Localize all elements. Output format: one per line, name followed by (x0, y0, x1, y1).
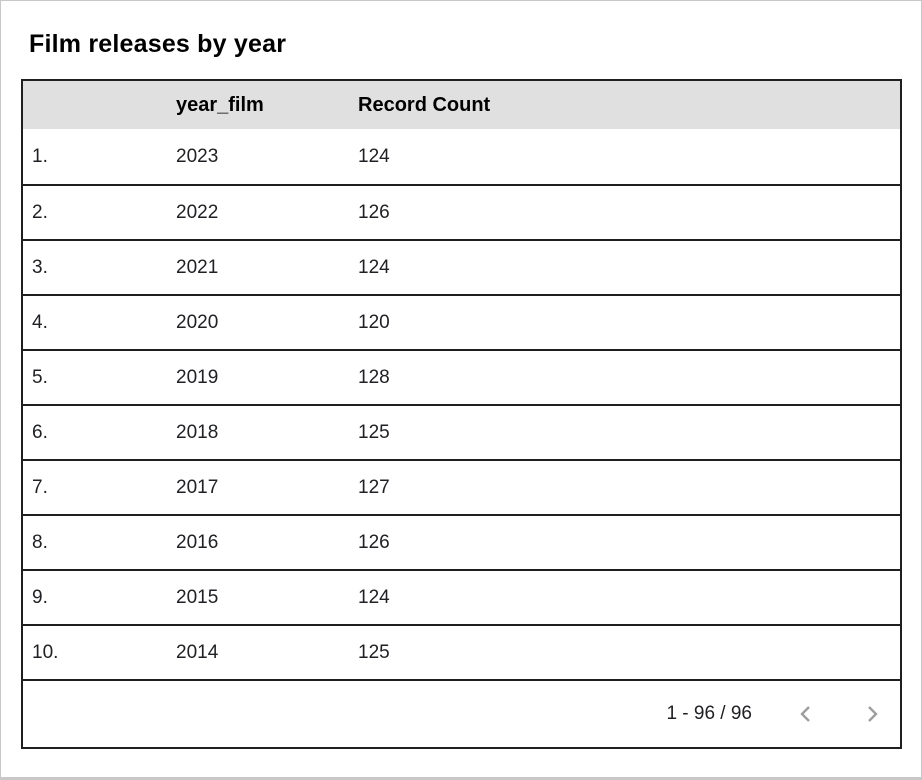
row-index-cell: 8. (32, 531, 48, 553)
next-page-button[interactable] (860, 702, 884, 726)
record-count-cell: 124 (358, 145, 390, 167)
year-film-cell: 2019 (176, 366, 219, 388)
record-count-cell: 120 (358, 311, 390, 333)
record-count-cell: 124 (358, 256, 390, 278)
table-body: 1. 2023 124 2. 2022 126 3. 2021 124 4. 2020 120 5. 20… (23, 129, 900, 679)
chevron-right-icon (860, 702, 884, 726)
record-count-cell: 125 (358, 421, 390, 443)
chevron-left-icon (794, 702, 818, 726)
record-count-cell: 127 (358, 476, 390, 498)
year-film-cell: 2018 (176, 421, 219, 443)
table-header-row: year_film Record Count (23, 81, 900, 129)
record-count-cell: 125 (358, 641, 390, 663)
chart-title: Film releases by year (29, 30, 287, 58)
table-row: 2. 2022 126 (23, 184, 900, 239)
row-index-cell: 7. (32, 476, 48, 498)
table-footer: 1 - 96 / 96 (23, 679, 900, 747)
row-index-cell: 1. (32, 145, 48, 167)
record-count-cell: 126 (358, 201, 390, 223)
record-count-cell: 124 (358, 586, 390, 608)
row-index-cell: 4. (32, 311, 48, 333)
row-index-cell: 6. (32, 421, 48, 443)
row-index-cell: 10. (32, 641, 59, 663)
record-count-cell: 128 (358, 366, 390, 388)
table-row: 8. 2016 126 (23, 514, 900, 569)
year-film-cell: 2015 (176, 586, 219, 608)
header-cell-year-film[interactable]: year_film (176, 93, 264, 116)
year-film-cell: 2020 (176, 311, 219, 333)
table-row: 6. 2018 125 (23, 404, 900, 459)
table-row: 5. 2019 128 (23, 349, 900, 404)
record-count-cell: 126 (358, 531, 390, 553)
table-row: 1. 2023 124 (23, 129, 900, 184)
year-film-cell: 2021 (176, 256, 219, 278)
header-cell-record-count[interactable]: Record Count (358, 93, 491, 116)
table-row: 3. 2021 124 (23, 239, 900, 294)
table-row: 10. 2014 125 (23, 624, 900, 679)
table-row: 9. 2015 124 (23, 569, 900, 624)
row-index-cell: 2. (32, 201, 48, 223)
row-index-cell: 9. (32, 586, 48, 608)
row-index-cell: 3. (32, 256, 48, 278)
row-index-cell: 5. (32, 366, 48, 388)
pagination-range: 1 - 96 / 96 (666, 703, 752, 724)
table-chart: year_film Record Count 1. 2023 124 2. 2022 12… (21, 79, 902, 749)
year-film-cell: 2016 (176, 531, 219, 553)
year-film-cell: 2014 (176, 641, 219, 663)
previous-page-button[interactable] (794, 702, 818, 726)
year-film-cell: 2017 (176, 476, 219, 498)
year-film-cell: 2023 (176, 145, 219, 167)
table-row: 4. 2020 120 (23, 294, 900, 349)
year-film-cell: 2022 (176, 201, 219, 223)
table-row: 7. 2017 127 (23, 459, 900, 514)
